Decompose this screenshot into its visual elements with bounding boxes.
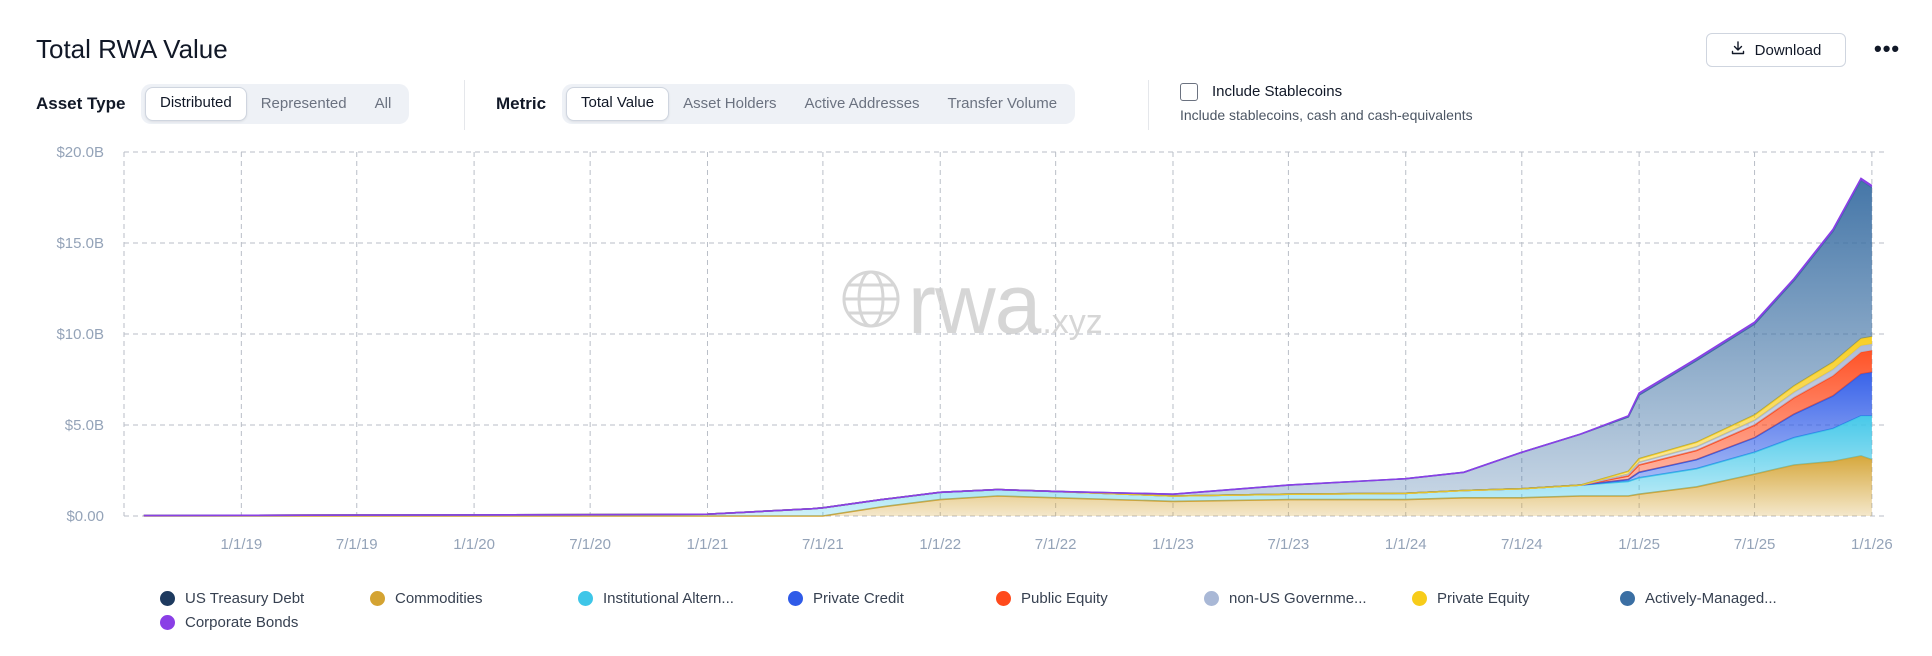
metric-option-asset-holders[interactable]: Asset Holders xyxy=(683,95,777,112)
y-tick-label: $15.0B xyxy=(56,235,104,252)
series-area-institutional-altern xyxy=(143,415,1872,516)
x-tick-label: 1/1/20 xyxy=(453,536,495,553)
legend-swatch xyxy=(578,591,593,606)
x-tick-label: 1/1/23 xyxy=(1152,536,1194,553)
legend-swatch xyxy=(788,591,803,606)
legend-swatch xyxy=(1412,591,1427,606)
series-line-corporate-bonds xyxy=(143,177,1873,517)
divider xyxy=(1148,80,1149,130)
asset-type-option-represented[interactable]: Represented xyxy=(260,95,347,112)
legend-item[interactable]: Private Equity xyxy=(1412,590,1530,607)
legend-label: Private Credit xyxy=(813,590,904,607)
asset-type-toggle: Distributed Represented All xyxy=(141,84,410,124)
legend-item[interactable]: Public Equity xyxy=(996,590,1108,607)
x-tick-label: 1/1/26 xyxy=(1851,536,1893,553)
legend-item[interactable]: Institutional Altern... xyxy=(578,590,734,607)
x-tick-label: 1/1/19 xyxy=(220,536,262,553)
legend-label: Actively-Managed... xyxy=(1645,590,1777,607)
legend-item[interactable]: Private Credit xyxy=(788,590,904,607)
x-tick-label: 1/1/22 xyxy=(919,536,961,553)
x-tick-label: 7/1/24 xyxy=(1501,536,1543,553)
x-tick-label: 1/1/21 xyxy=(687,536,729,553)
watermark-suffix: .xyz xyxy=(1042,303,1103,341)
legend-label: non-US Governme... xyxy=(1229,590,1367,607)
legend-label: Commodities xyxy=(395,590,483,607)
legend-swatch xyxy=(160,615,175,630)
metric-option-total-value[interactable]: Total Value xyxy=(566,87,670,121)
metric-option-transfer-volume[interactable]: Transfer Volume xyxy=(947,95,1058,112)
y-tick-label: $20.0B xyxy=(56,144,104,161)
legend-label: Institutional Altern... xyxy=(603,590,734,607)
x-tick-label: 7/1/19 xyxy=(336,536,378,553)
legend-label: US Treasury Debt xyxy=(185,590,305,607)
legend-label: Public Equity xyxy=(1021,590,1108,607)
metric-option-active-addresses[interactable]: Active Addresses xyxy=(804,95,920,112)
x-tick-label: 7/1/21 xyxy=(802,536,844,553)
legend-item[interactable]: Commodities xyxy=(370,590,483,607)
asset-type-option-distributed[interactable]: Distributed xyxy=(145,87,247,121)
legend-item[interactable]: Corporate Bonds xyxy=(160,614,298,631)
y-tick-label: $5.0B xyxy=(65,417,104,434)
download-icon xyxy=(1731,41,1745,59)
series-area-commodities xyxy=(143,455,1872,516)
download-label: Download xyxy=(1754,41,1822,59)
more-options-icon[interactable]: ••• xyxy=(1874,36,1901,61)
x-tick-label: 1/1/25 xyxy=(1618,536,1660,553)
legend-item[interactable]: US Treasury Debt xyxy=(160,590,304,607)
y-tick-label: $0.00 xyxy=(66,508,104,525)
legend-swatch xyxy=(996,591,1011,606)
watermark: rwa .xyz xyxy=(840,257,1103,351)
metric-label: Metric xyxy=(496,94,547,113)
x-tick-label: 7/1/23 xyxy=(1268,536,1310,553)
include-stablecoins-label[interactable]: Include Stablecoins xyxy=(1212,83,1343,100)
x-tick-label: 7/1/22 xyxy=(1035,536,1077,553)
x-tick-label: 1/1/24 xyxy=(1385,536,1427,553)
watermark-text: rwa xyxy=(908,257,1041,351)
legend-swatch xyxy=(370,591,385,606)
legend-label: Private Equity xyxy=(1437,590,1530,607)
download-button[interactable]: Download xyxy=(1706,33,1846,67)
asset-type-option-all[interactable]: All xyxy=(374,95,392,112)
include-stablecoins-description: Include stablecoins, cash and cash-equiv… xyxy=(1180,107,1473,123)
metric-toggle: Total Value Asset Holders Active Address… xyxy=(562,84,1076,124)
include-stablecoins-checkbox[interactable] xyxy=(1180,83,1198,101)
divider xyxy=(464,80,465,130)
legend-swatch xyxy=(1620,591,1635,606)
asset-type-label: Asset Type xyxy=(36,94,126,113)
x-tick-label: 7/1/25 xyxy=(1734,536,1776,553)
legend-item[interactable]: non-US Governme... xyxy=(1204,590,1367,607)
area-chart: $0.00 $5.0B $10.0B $15.0B $20.0B 1/1/19 7/1/19… xyxy=(56,144,1893,553)
globe-icon xyxy=(840,268,902,335)
x-tick-label: 7/1/20 xyxy=(569,536,611,553)
legend-item[interactable]: Actively-Managed... xyxy=(1620,590,1777,607)
chart-title: Total RWA Value xyxy=(36,34,228,64)
legend-label: Corporate Bonds xyxy=(185,614,299,631)
y-tick-label: $10.0B xyxy=(56,326,104,343)
legend-swatch xyxy=(160,591,175,606)
legend-swatch xyxy=(1204,591,1219,606)
